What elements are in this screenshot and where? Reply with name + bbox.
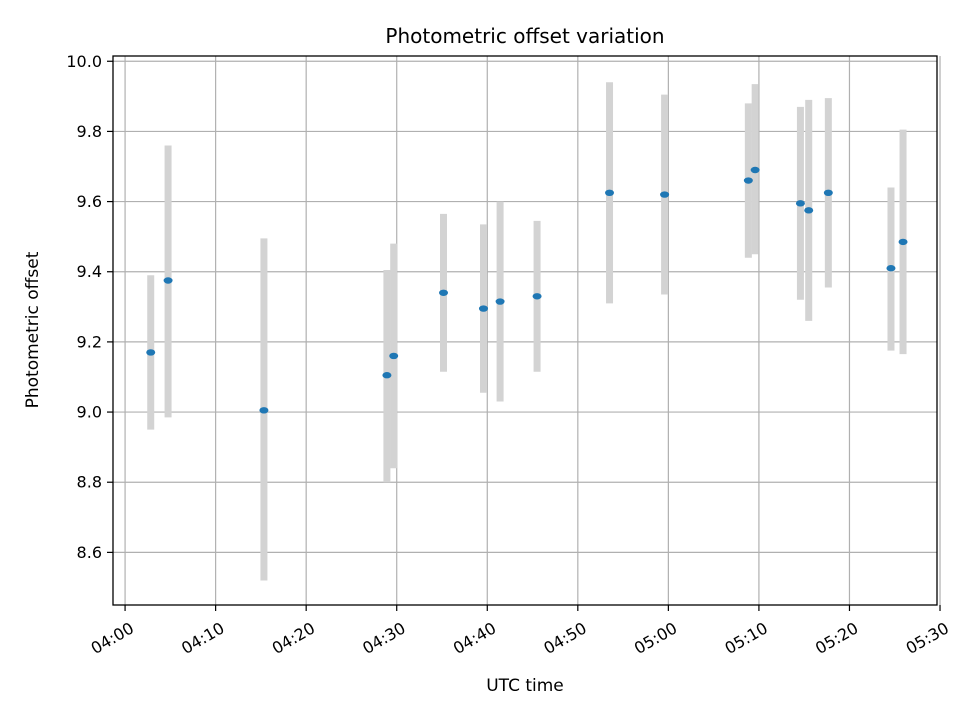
- y-axis-label: Photometric offset: [23, 251, 43, 408]
- y-tick-label: 9.0: [77, 403, 102, 422]
- data-point: [795, 200, 805, 207]
- data-point: [660, 191, 670, 198]
- y-tick-label: 10.0: [66, 52, 102, 71]
- data-point: [532, 293, 542, 300]
- y-tick-label: 9.2: [77, 332, 102, 351]
- chart-title: Photometric offset variation: [385, 24, 664, 48]
- y-axis-ticks: 8.6 8.8 9.0 9.2 9.4 9.6 9.8 10.0: [66, 52, 113, 562]
- data-point: [259, 407, 269, 414]
- data-point: [898, 238, 908, 246]
- y-tick-label: 9.8: [77, 122, 102, 141]
- data-point: [750, 166, 760, 174]
- data-point: [163, 277, 173, 284]
- data-point: [382, 372, 392, 379]
- x-axis-label: UTC time: [486, 676, 564, 696]
- data-point: [886, 265, 896, 272]
- data-point: [743, 177, 753, 184]
- plot-frame: [112, 55, 938, 606]
- y-tick-label: 9.4: [77, 262, 102, 281]
- data-point: [605, 189, 615, 197]
- y-tick-label: 8.6: [77, 543, 102, 562]
- data-point: [389, 352, 399, 360]
- data-point: [478, 305, 488, 312]
- data-point: [146, 349, 156, 356]
- grid: [113, 56, 941, 605]
- y-tick-label: 8.8: [77, 473, 102, 492]
- data-points: [146, 166, 908, 414]
- data-point: [495, 298, 505, 305]
- data-point: [823, 189, 833, 197]
- data-point: [804, 207, 814, 214]
- data-point: [439, 289, 449, 296]
- y-tick-label: 9.6: [77, 192, 102, 211]
